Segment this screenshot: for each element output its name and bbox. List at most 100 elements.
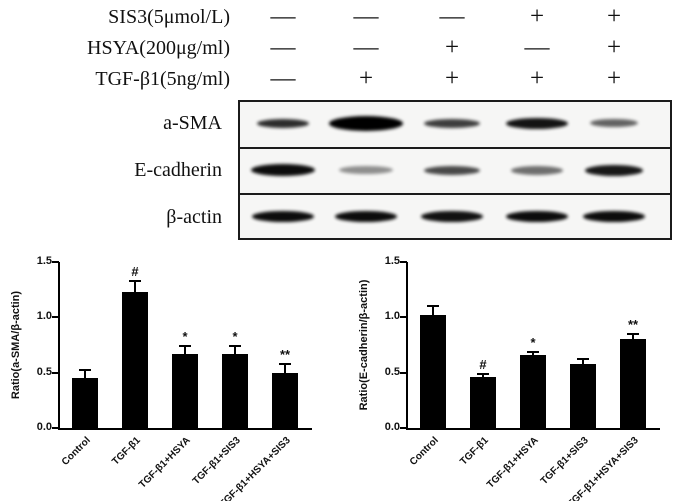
western-blot-panel — [238, 100, 672, 240]
condition-sign: — — [270, 34, 296, 61]
protein-band — [252, 211, 314, 223]
condition-row: TGF-β1(5ng/ml) — + + + + — [0, 64, 684, 94]
y-tick-label: 0.0 — [384, 421, 400, 433]
protein-band — [506, 117, 568, 129]
error-bar-cap — [229, 345, 241, 348]
bar — [470, 377, 496, 428]
error-bar-whisker — [582, 359, 584, 370]
significance-label: * — [232, 329, 238, 345]
error-bar-cap — [129, 279, 141, 282]
protein-band — [511, 165, 563, 175]
condition-sign: + — [606, 34, 622, 61]
condition-sign: + — [606, 65, 622, 92]
condition-sign: — — [270, 3, 296, 30]
y-tick-label: 0.0 — [36, 421, 52, 433]
condition-sign: — — [353, 34, 379, 61]
condition-sign: — — [353, 3, 379, 30]
error-bar-cap — [527, 350, 539, 353]
error-bar-whisker — [234, 346, 236, 360]
error-bar-whisker — [432, 306, 434, 322]
y-tick-mark — [400, 316, 407, 319]
axis-frame — [58, 262, 312, 430]
condition-sign: + — [358, 65, 374, 92]
significance-label: * — [530, 334, 536, 350]
significance-label: # — [479, 356, 487, 372]
blot-row-divider — [240, 146, 670, 149]
x-tick-label: Control — [407, 435, 441, 468]
bar — [172, 353, 198, 428]
significance-label: ** — [627, 316, 639, 332]
protein-band — [585, 164, 643, 176]
blot-row-label: β-actin — [166, 205, 222, 228]
condition-sign: + — [444, 65, 460, 92]
protein-band — [421, 211, 483, 223]
error-bar-cap — [427, 305, 439, 308]
bar — [122, 291, 148, 428]
condition-sign: + — [606, 3, 622, 30]
protein-band — [329, 115, 403, 131]
bar — [72, 378, 98, 428]
condition-sign: — — [439, 3, 465, 30]
y-tick-label: 0.5 — [384, 365, 400, 378]
protein-band — [257, 118, 309, 128]
error-bar-cap — [179, 345, 191, 348]
significance-label: ** — [279, 346, 291, 362]
blot-row-label: a-SMA — [163, 112, 222, 135]
y-tick-mark — [52, 427, 59, 429]
axis-frame — [406, 262, 660, 430]
y-tick-label: 1.5 — [36, 255, 52, 267]
y-tick-mark — [400, 371, 407, 374]
significance-label: # — [131, 263, 139, 279]
protein-band — [335, 211, 397, 223]
y-tick-mark — [400, 427, 407, 429]
y-tick-label: 0.5 — [36, 365, 52, 378]
error-bar-cap — [627, 332, 639, 335]
error-bar-cap — [477, 372, 489, 375]
condition-sign: — — [270, 65, 296, 92]
protein-band — [506, 211, 568, 223]
error-bar-whisker — [632, 333, 634, 346]
blot-label-column: a-SMA E-cadherin β-actin — [0, 0, 238, 240]
bar — [620, 339, 646, 428]
bar — [420, 315, 446, 428]
y-tick-label: 1.0 — [384, 310, 400, 323]
bar — [570, 363, 596, 428]
condition-label: HSYA(200μg/ml) — [87, 37, 230, 59]
bar — [272, 372, 298, 428]
condition-sign: + — [444, 34, 460, 61]
blot-row-divider — [240, 193, 670, 196]
error-bar-cap — [577, 358, 589, 361]
error-bar-whisker — [134, 280, 136, 298]
protein-band — [590, 119, 638, 128]
y-tick-mark — [400, 261, 407, 263]
condition-row: SIS3(5μmol/L) — — — + + — [0, 2, 684, 32]
y-tick-mark — [52, 371, 59, 374]
error-bar-whisker — [532, 351, 534, 361]
condition-sign: + — [529, 65, 545, 92]
error-bar-whisker — [284, 363, 286, 379]
error-bar-whisker — [482, 373, 484, 384]
significance-label: * — [182, 329, 188, 345]
error-bar-whisker — [84, 370, 86, 385]
error-bar-cap — [279, 362, 291, 365]
protein-band — [583, 211, 645, 223]
protein-band — [339, 166, 393, 174]
blot-row-label: E-cadherin — [134, 159, 222, 181]
y-tick-label: 1.5 — [384, 255, 400, 267]
y-tick-mark — [52, 316, 59, 319]
condition-label: SIS3(5μmol/L) — [108, 6, 230, 28]
condition-sign: + — [529, 3, 545, 30]
protein-band — [251, 164, 315, 176]
y-axis-label: Ratio(a-SMA/β-actin) — [10, 290, 22, 400]
bar — [520, 354, 546, 428]
y-tick-label: 1.0 — [36, 310, 52, 323]
protein-band — [424, 165, 480, 175]
condition-row: HSYA(200μg/ml) — — + — + — [0, 33, 684, 63]
y-axis-label: Ratio(E-cadherin/β-actin) — [358, 279, 370, 411]
condition-label: TGF-β1(5ng/ml) — [95, 68, 230, 90]
condition-sign: — — [524, 34, 550, 61]
bar — [222, 353, 248, 428]
condition-panel: SIS3(5μmol/L) — — — + + HSYA(200μg/ml) — — + — + TGF… — [0, 0, 684, 100]
y-tick-mark — [52, 261, 59, 263]
